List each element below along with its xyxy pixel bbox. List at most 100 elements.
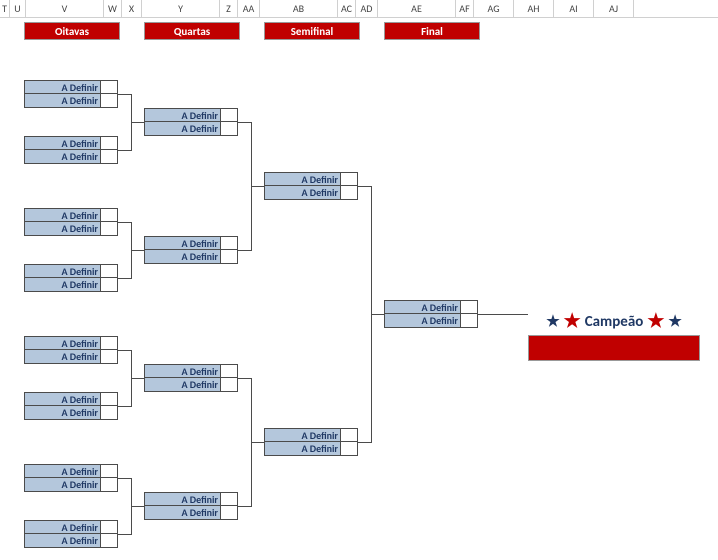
team-row: A Definir <box>24 534 118 548</box>
col-header[interactable]: AI <box>554 0 594 17</box>
team-name-cell[interactable]: A Definir <box>25 81 101 93</box>
team-row: A Definir <box>24 278 118 292</box>
oitavas-match-0: A DefinirA Definir <box>24 80 118 108</box>
team-score-cell[interactable] <box>101 337 117 349</box>
team-score-cell[interactable] <box>101 209 117 221</box>
team-score-cell[interactable] <box>341 442 357 455</box>
team-name-cell[interactable]: A Definir <box>145 493 221 505</box>
team-name-cell[interactable]: A Definir <box>145 250 221 263</box>
team-row: A Definir <box>144 250 238 264</box>
team-name-cell[interactable]: A Definir <box>25 350 101 363</box>
team-name-cell[interactable]: A Definir <box>25 137 101 149</box>
col-header[interactable]: AJ <box>594 0 634 17</box>
oitavas-match-3: A DefinirA Definir <box>24 264 118 292</box>
team-score-cell[interactable] <box>101 278 117 291</box>
oitavas-match-6: A DefinirA Definir <box>24 464 118 492</box>
team-name-cell[interactable]: A Definir <box>25 534 101 547</box>
champion-name-box[interactable] <box>528 335 700 361</box>
team-score-cell[interactable] <box>101 350 117 363</box>
team-name-cell[interactable]: A Definir <box>25 393 101 405</box>
stage-semifinal: Semifinal <box>264 22 360 40</box>
col-header[interactable]: AA <box>238 0 260 17</box>
team-name-cell[interactable]: A Definir <box>25 278 101 291</box>
col-header[interactable]: X <box>122 0 142 17</box>
team-row: A Definir <box>144 506 238 520</box>
team-score-cell[interactable] <box>101 137 117 149</box>
team-score-cell[interactable] <box>221 365 237 377</box>
team-name-cell[interactable]: A Definir <box>145 378 221 391</box>
connector-line <box>238 506 251 507</box>
col-header[interactable]: Z <box>220 0 238 17</box>
col-header[interactable]: AD <box>356 0 378 17</box>
team-score-cell[interactable] <box>221 506 237 519</box>
team-name-cell[interactable]: A Definir <box>25 94 101 107</box>
connector-line <box>118 406 131 407</box>
team-name-cell[interactable]: A Definir <box>25 478 101 491</box>
col-header[interactable]: AH <box>514 0 554 17</box>
col-header[interactable]: T <box>0 0 10 17</box>
team-score-cell[interactable] <box>221 378 237 391</box>
team-row: A Definir <box>144 108 238 122</box>
team-row: A Definir <box>24 136 118 150</box>
team-score-cell[interactable] <box>341 429 357 441</box>
col-header[interactable]: W <box>104 0 122 17</box>
team-name-cell[interactable]: A Definir <box>25 465 101 477</box>
connector-line <box>118 478 131 479</box>
team-name-cell[interactable]: A Definir <box>145 109 221 121</box>
team-name-cell[interactable]: A Definir <box>145 237 221 249</box>
team-name-cell[interactable]: A Definir <box>145 365 221 377</box>
team-name-cell[interactable]: A Definir <box>385 314 461 327</box>
team-name-cell[interactable]: A Definir <box>25 209 101 221</box>
team-score-cell[interactable] <box>221 493 237 505</box>
team-row: A Definir <box>24 464 118 478</box>
col-header[interactable]: AG <box>474 0 514 17</box>
team-score-cell[interactable] <box>461 301 477 313</box>
team-name-cell[interactable]: A Definir <box>25 265 101 277</box>
team-score-cell[interactable] <box>341 173 357 185</box>
team-score-cell[interactable] <box>221 122 237 135</box>
col-header[interactable]: AE <box>378 0 456 17</box>
team-score-cell[interactable] <box>221 109 237 121</box>
champion-label: Campeão <box>585 313 644 331</box>
connector-line <box>131 506 144 507</box>
team-score-cell[interactable] <box>101 478 117 491</box>
team-score-cell[interactable] <box>101 265 117 277</box>
col-header[interactable]: AF <box>456 0 474 17</box>
connector-line <box>131 378 144 379</box>
col-header[interactable]: V <box>26 0 104 17</box>
team-name-cell[interactable]: A Definir <box>25 521 101 533</box>
team-name-cell[interactable]: A Definir <box>145 122 221 135</box>
team-name-cell[interactable]: A Definir <box>25 406 101 419</box>
team-score-cell[interactable] <box>101 521 117 533</box>
team-score-cell[interactable] <box>101 222 117 235</box>
team-score-cell[interactable] <box>101 465 117 477</box>
col-header[interactable]: Y <box>142 0 220 17</box>
team-row: A Definir <box>144 492 238 506</box>
team-name-cell[interactable]: A Definir <box>265 186 341 199</box>
team-score-cell[interactable] <box>101 406 117 419</box>
team-score-cell[interactable] <box>101 393 117 405</box>
team-name-cell[interactable]: A Definir <box>25 150 101 163</box>
col-header[interactable]: AC <box>338 0 356 17</box>
team-score-cell[interactable] <box>221 250 237 263</box>
team-score-cell[interactable] <box>341 186 357 199</box>
team-name-cell[interactable]: A Definir <box>25 337 101 349</box>
team-name-cell[interactable]: A Definir <box>385 301 461 313</box>
team-name-cell[interactable]: A Definir <box>265 442 341 455</box>
team-row: A Definir <box>24 80 118 94</box>
champion-block: ★ ★ Campeão ★ ★ <box>528 310 700 361</box>
team-name-cell[interactable]: A Definir <box>265 173 341 185</box>
team-score-cell[interactable] <box>101 534 117 547</box>
col-header[interactable]: AB <box>260 0 338 17</box>
team-score-cell[interactable] <box>101 150 117 163</box>
connector-line <box>238 378 251 379</box>
team-name-cell[interactable]: A Definir <box>265 429 341 441</box>
team-score-cell[interactable] <box>461 314 477 327</box>
team-row: A Definir <box>144 122 238 136</box>
col-header[interactable]: U <box>10 0 26 17</box>
team-score-cell[interactable] <box>221 237 237 249</box>
team-name-cell[interactable]: A Definir <box>145 506 221 519</box>
team-name-cell[interactable]: A Definir <box>25 222 101 235</box>
team-score-cell[interactable] <box>101 81 117 93</box>
team-score-cell[interactable] <box>101 94 117 107</box>
